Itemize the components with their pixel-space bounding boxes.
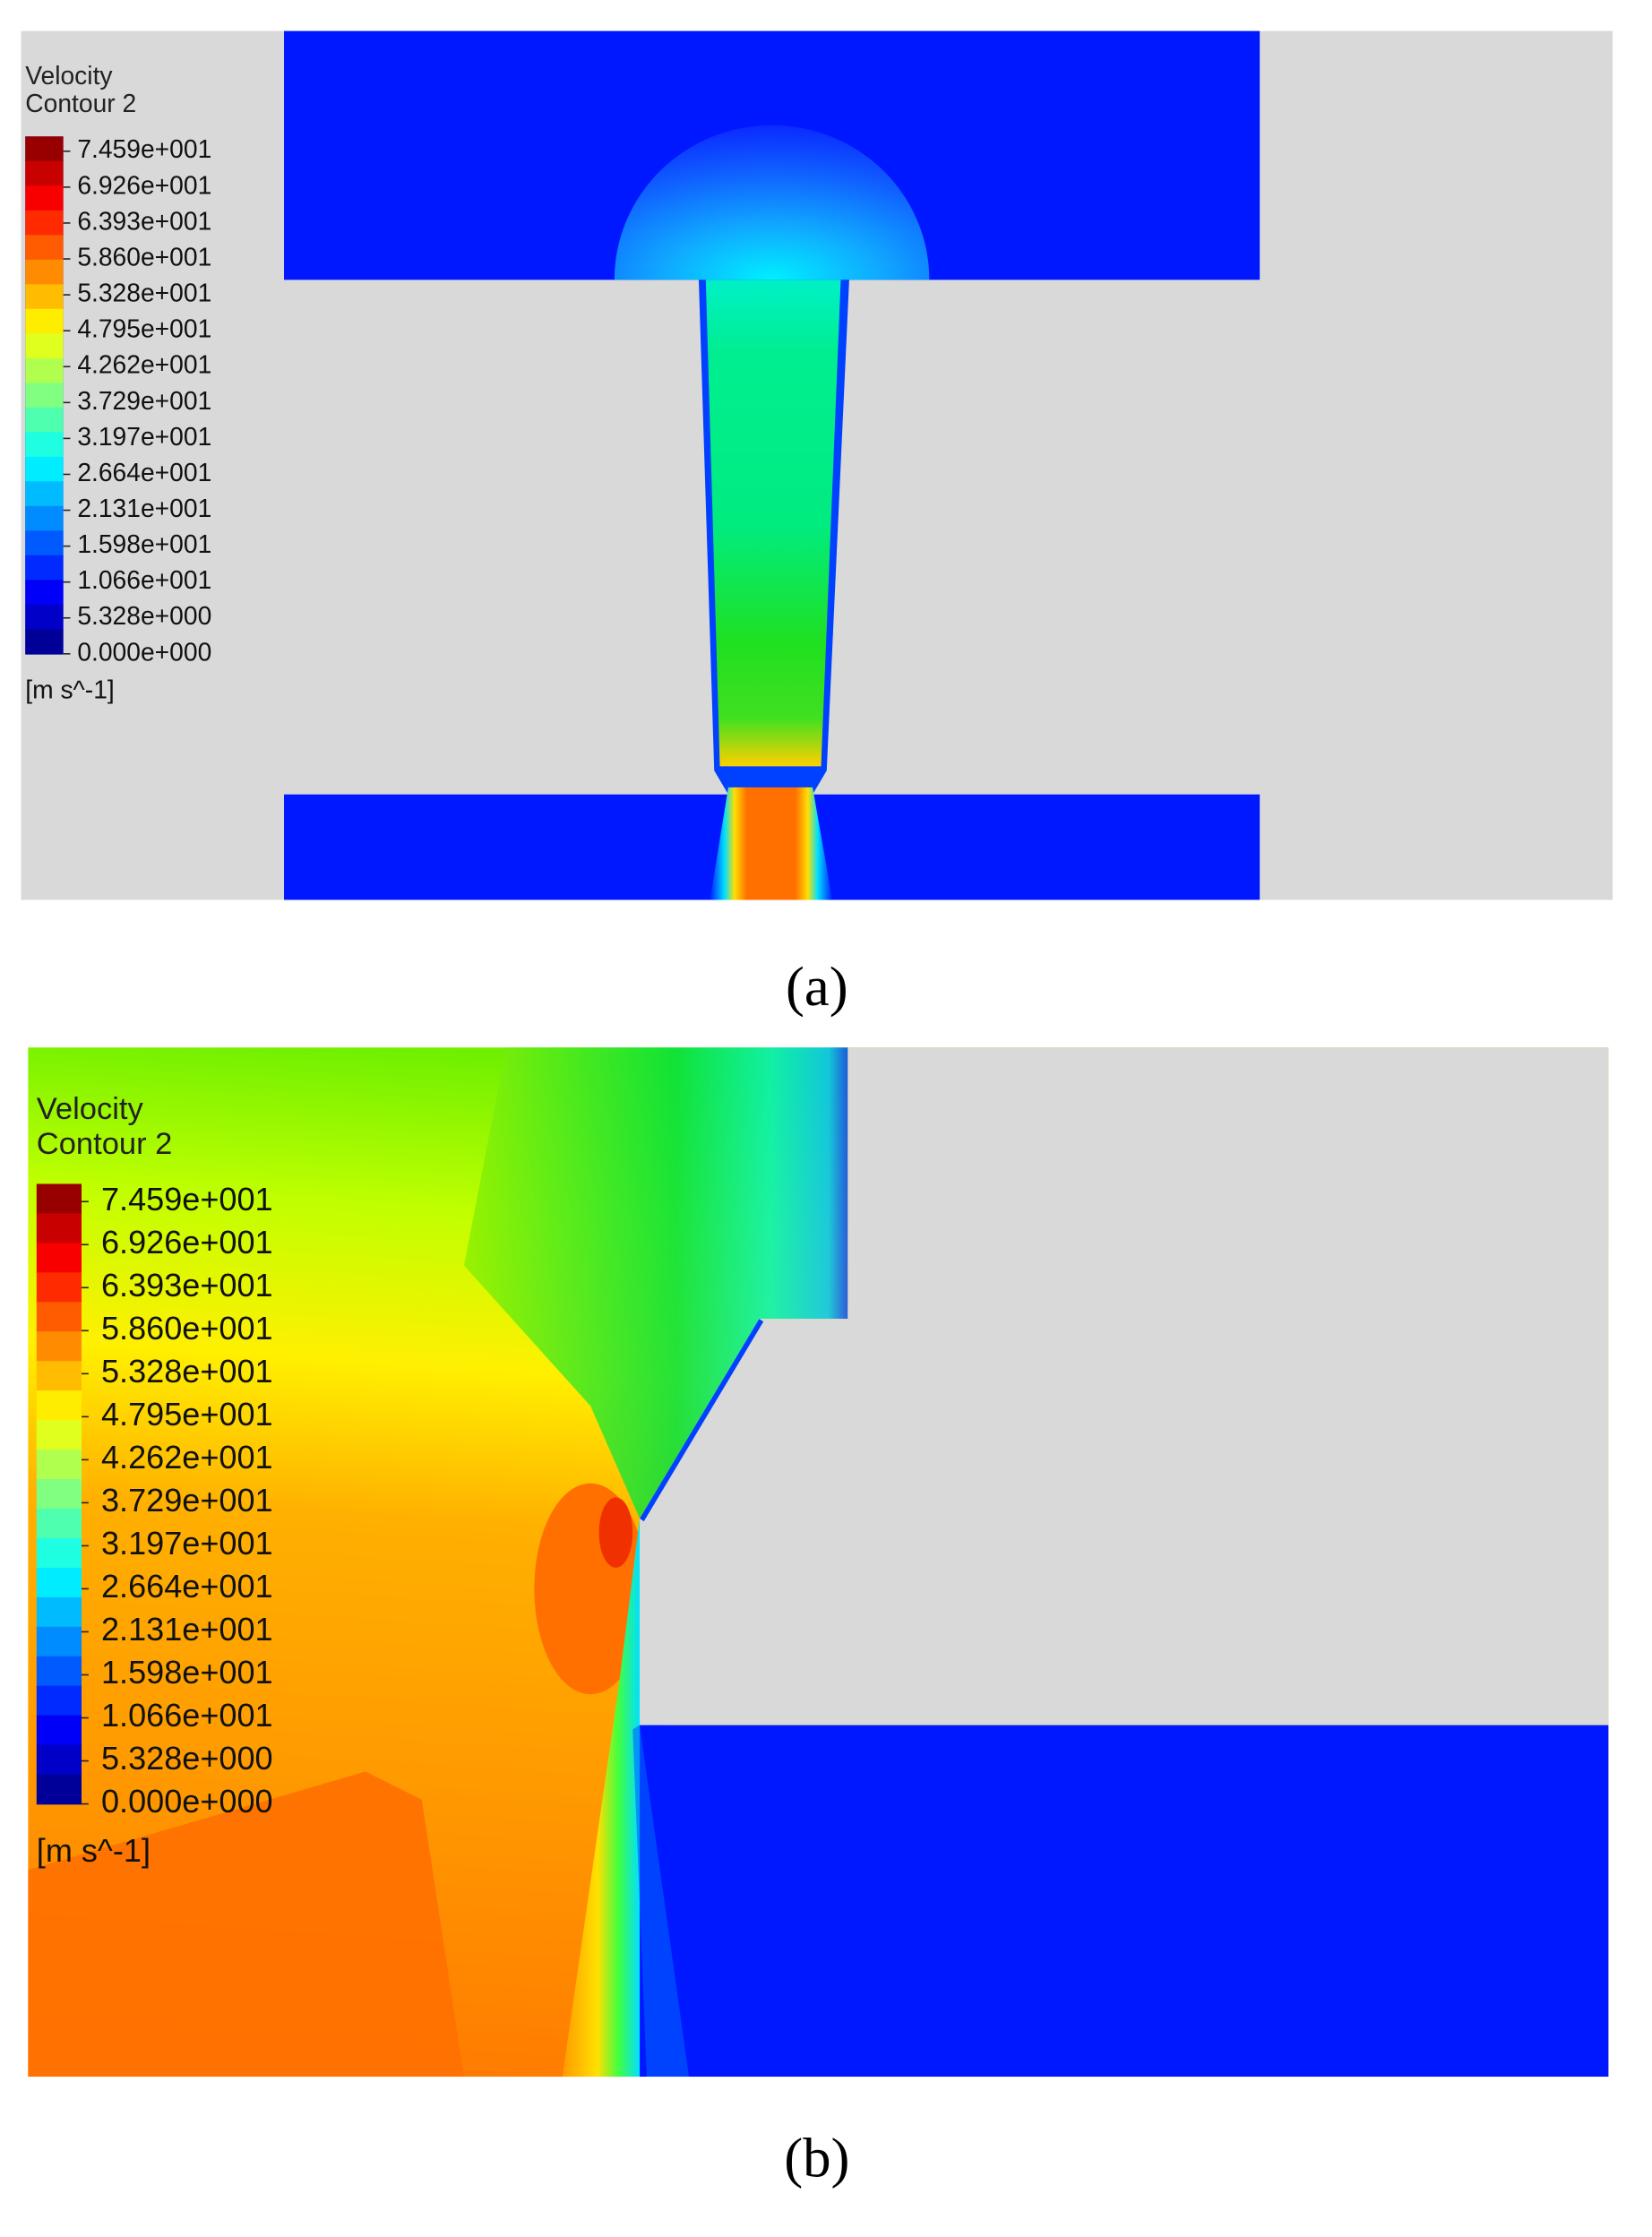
colorbar-band bbox=[25, 629, 64, 655]
legend-unit: [m s^-1] bbox=[37, 1832, 151, 1869]
colorbar-band bbox=[36, 1213, 82, 1244]
colorbar-band bbox=[36, 1361, 82, 1391]
peak-zone bbox=[598, 1497, 633, 1568]
colorbar-band bbox=[25, 407, 64, 434]
legend-level: 0.000e+000 bbox=[101, 1783, 273, 1820]
colorbar-band bbox=[25, 160, 64, 187]
colorbar-band bbox=[25, 284, 64, 310]
legend-level: 4.262e+001 bbox=[101, 1439, 273, 1476]
outlet-jet bbox=[710, 787, 833, 900]
colorbar-band bbox=[36, 1450, 82, 1480]
inlet-dome bbox=[614, 125, 930, 280]
colorbar-band bbox=[36, 1243, 82, 1274]
legend-level: 1.598e+001 bbox=[77, 529, 211, 558]
legend-unit: [m s^-1] bbox=[25, 675, 115, 704]
legend-level: 2.664e+001 bbox=[101, 1568, 273, 1605]
legend-level: 6.393e+001 bbox=[77, 206, 211, 235]
lower-zone bbox=[28, 1771, 464, 2078]
colorbar-band bbox=[25, 580, 64, 606]
colorbar-band bbox=[36, 1331, 82, 1362]
legend-level: 2.131e+001 bbox=[77, 494, 211, 522]
colorbar-band bbox=[36, 1656, 82, 1687]
legend-level: 5.328e+001 bbox=[101, 1353, 273, 1390]
legend-level: 2.131e+001 bbox=[101, 1611, 273, 1648]
legend-level: 5.860e+001 bbox=[77, 242, 211, 271]
colorbar-band bbox=[36, 1715, 82, 1746]
colorbar-band bbox=[36, 1302, 82, 1333]
legend-level: 6.926e+001 bbox=[101, 1224, 273, 1260]
legend-level: 3.729e+001 bbox=[77, 386, 211, 415]
legend-level: 2.664e+001 bbox=[77, 458, 211, 486]
legend-level: 5.860e+001 bbox=[101, 1310, 273, 1347]
colorbar-band bbox=[25, 357, 64, 384]
colorbar-band bbox=[25, 432, 64, 458]
colorbar-band bbox=[36, 1479, 82, 1510]
colorbar-band bbox=[36, 1774, 82, 1805]
colorbar-band bbox=[25, 383, 64, 409]
colorbar-band bbox=[25, 530, 64, 556]
colorbar-band bbox=[25, 308, 64, 335]
legend-level: 1.066e+001 bbox=[77, 565, 211, 594]
legend-title: Contour 2 bbox=[37, 1127, 173, 1161]
colorbar-band bbox=[25, 604, 64, 631]
legend-level: 1.066e+001 bbox=[101, 1697, 273, 1734]
legend-title: Velocity bbox=[25, 61, 113, 90]
legend-level: 6.393e+001 bbox=[101, 1267, 273, 1303]
colorbar-band bbox=[25, 136, 64, 162]
colorbar-band bbox=[25, 259, 64, 286]
wall-edge bbox=[640, 1319, 764, 1522]
colorbar-band bbox=[36, 1685, 82, 1716]
colorbar-band bbox=[36, 1272, 82, 1303]
legend-level: 0.000e+000 bbox=[77, 637, 211, 666]
colorbar-band bbox=[25, 505, 64, 532]
legend-title: Contour 2 bbox=[25, 89, 136, 117]
legend-level: 7.459e+001 bbox=[101, 1181, 273, 1217]
caption: (b) bbox=[784, 2126, 849, 2189]
legend-level: 6.926e+001 bbox=[77, 170, 211, 199]
legend-level: 5.328e+000 bbox=[101, 1740, 273, 1777]
colorbar-band bbox=[36, 1508, 82, 1539]
colorbar-band bbox=[25, 210, 64, 237]
colorbar-band bbox=[36, 1537, 82, 1569]
legend-title: Velocity bbox=[37, 1092, 144, 1126]
colorbar-band bbox=[25, 235, 64, 261]
colorbar-band bbox=[36, 1567, 82, 1598]
colorbar-band bbox=[25, 456, 64, 483]
legend-level: 4.795e+001 bbox=[101, 1396, 273, 1433]
outlet-region bbox=[640, 1725, 1609, 2078]
legend-level: 1.598e+001 bbox=[101, 1654, 273, 1691]
colorbar-band bbox=[36, 1420, 82, 1450]
colorbar-band bbox=[25, 333, 64, 359]
legend-level: 3.197e+001 bbox=[101, 1525, 273, 1562]
legend-level: 4.262e+001 bbox=[77, 350, 211, 379]
colorbar-band bbox=[36, 1626, 82, 1657]
colorbar-band bbox=[25, 481, 64, 507]
legend-level: 4.795e+001 bbox=[77, 314, 211, 343]
legend-level: 3.729e+001 bbox=[101, 1482, 273, 1519]
legend-level: 5.328e+000 bbox=[77, 601, 211, 630]
colorbar-band bbox=[36, 1744, 82, 1776]
caption: (a) bbox=[786, 955, 848, 1018]
channel-flow bbox=[705, 280, 841, 767]
colorbar-band bbox=[25, 555, 64, 581]
colorbar-band bbox=[25, 185, 64, 211]
legend-level: 5.328e+001 bbox=[77, 279, 211, 307]
legend-level: 7.459e+001 bbox=[77, 134, 211, 163]
colorbar-band bbox=[36, 1390, 82, 1421]
jet-edge bbox=[632, 1725, 689, 2078]
colorbar-band bbox=[36, 1183, 82, 1215]
solid-region bbox=[640, 1047, 1609, 1725]
upper-green bbox=[463, 1047, 848, 1519]
legend-level: 3.197e+001 bbox=[77, 422, 211, 451]
colorbar-band bbox=[36, 1596, 82, 1628]
